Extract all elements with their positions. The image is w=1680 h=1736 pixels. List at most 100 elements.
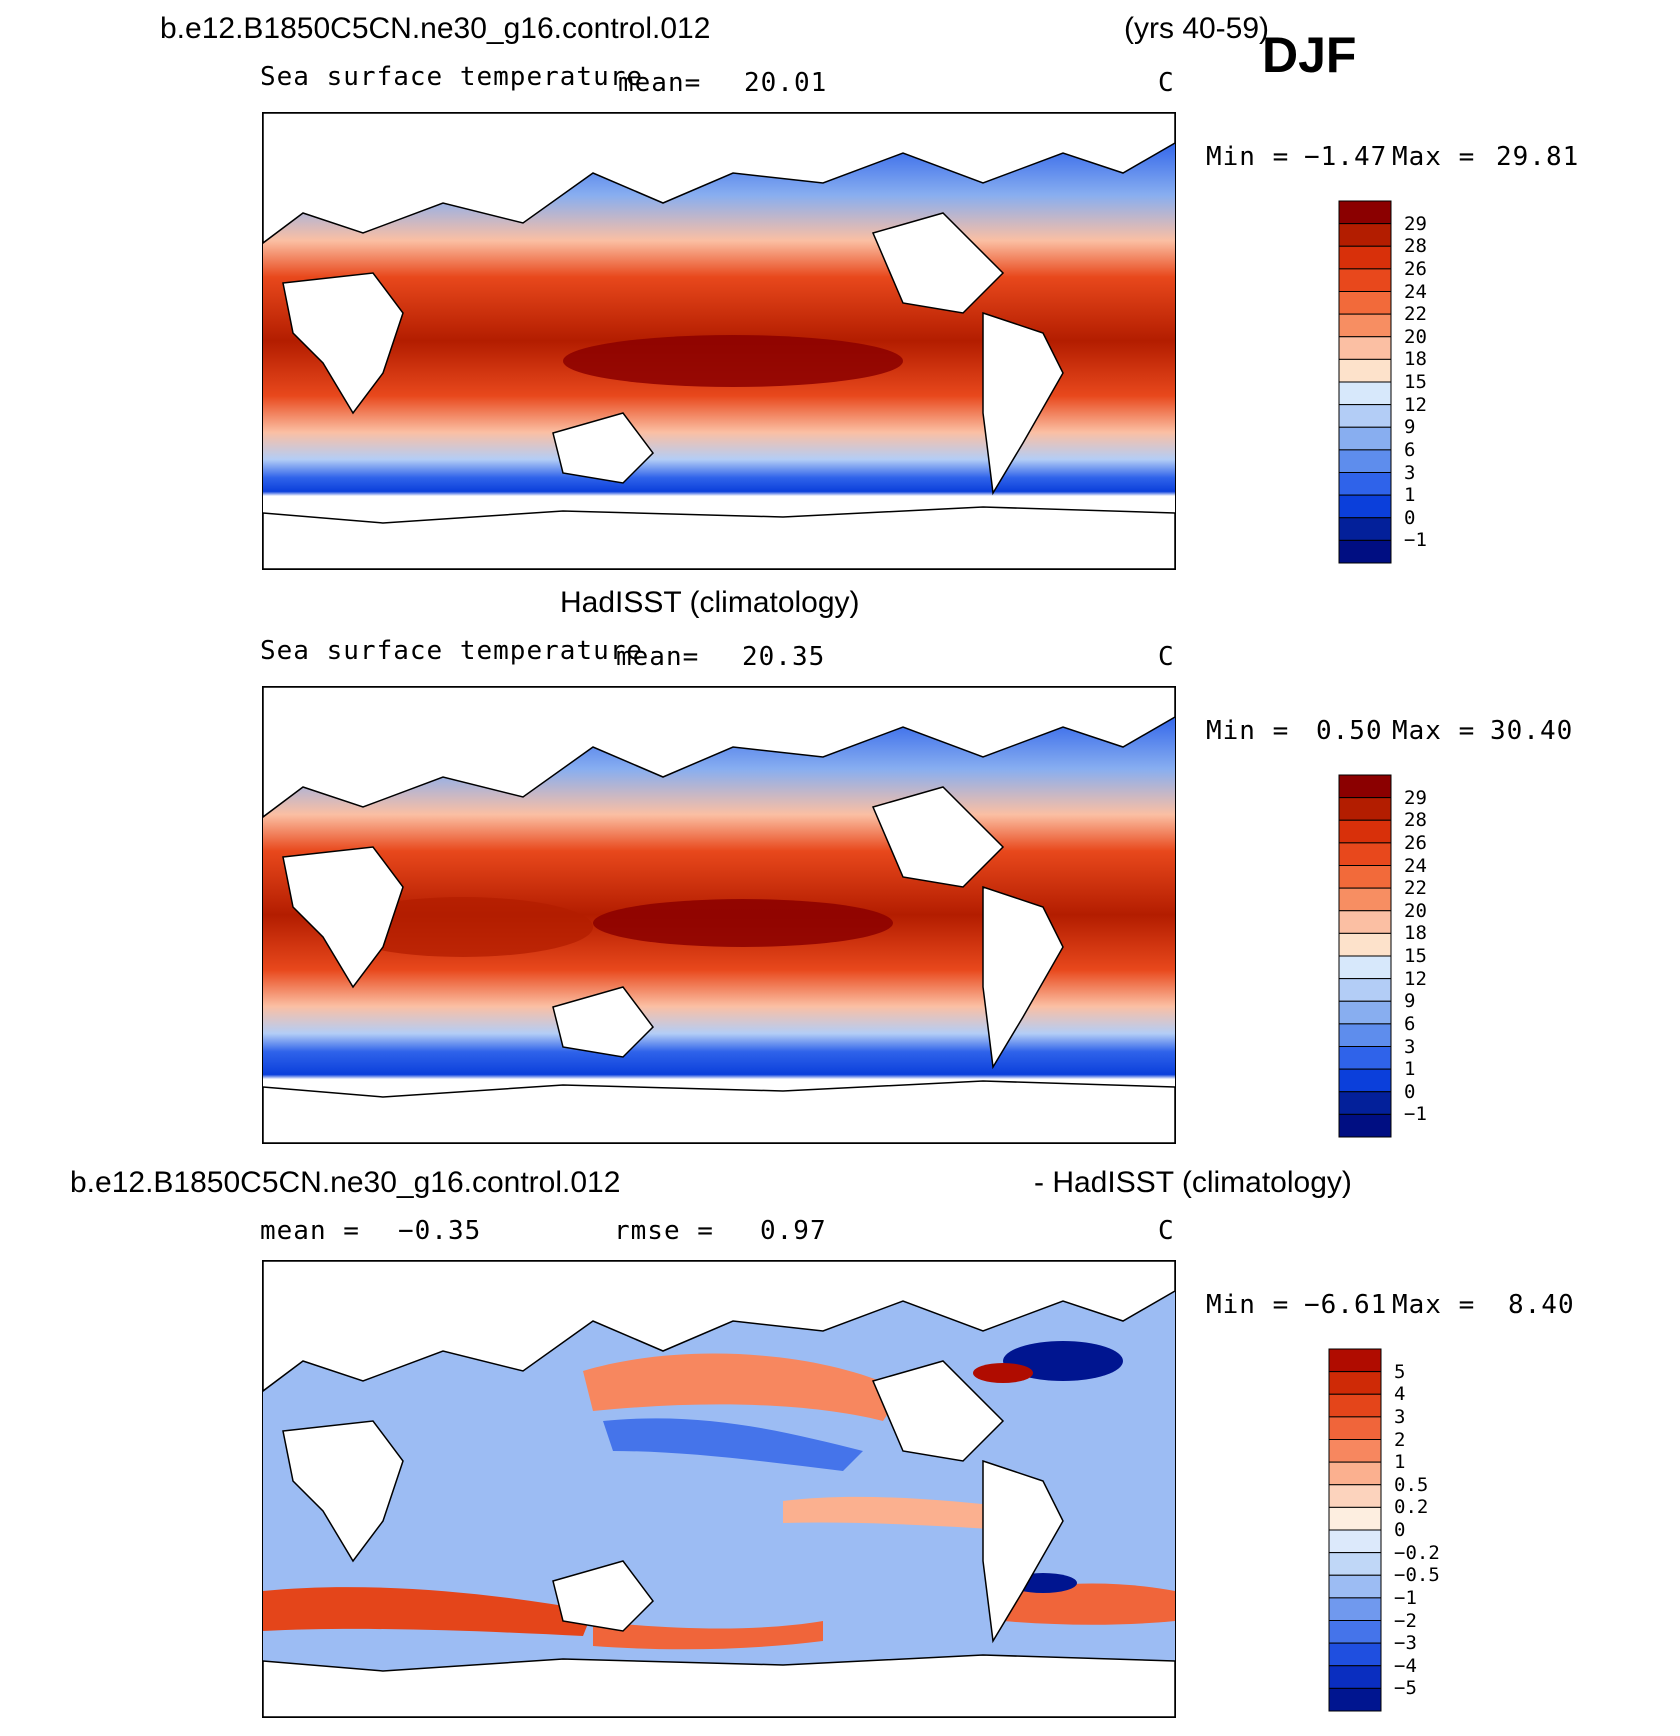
colorbar-swatch [1338, 842, 1392, 866]
panel3-mean-value: −0.35 [398, 1216, 482, 1246]
colorbar-swatch [1338, 774, 1392, 799]
colorbar-swatch [1338, 1091, 1392, 1115]
colorbar-swatch [1328, 1687, 1382, 1712]
panel3-title-left: b.e12.B1850C5CN.ne30_g16.control.012 [70, 1166, 621, 1199]
season-label: DJF [1262, 27, 1357, 83]
panel1-max-value: 29.81 [1496, 142, 1580, 172]
panel3-max-value: 8.40 [1508, 1290, 1575, 1320]
colorbar-tick-label: 0.2 [1394, 1496, 1429, 1519]
panel3-min-label: Min = [1206, 1290, 1290, 1320]
panel1-min-value: −1.47 [1304, 142, 1388, 172]
colorbar-tick-label: 3 [1394, 1405, 1406, 1428]
panel1-mean-label: mean= [618, 68, 702, 98]
sst-obs-map [263, 687, 1175, 1143]
colorbar-swatch [1338, 223, 1392, 247]
years-label: (yrs 40-59) [1124, 12, 1270, 45]
colorbar-tick-label: 29 [1404, 212, 1427, 235]
colorbar-swatch [1338, 472, 1392, 496]
colorbar-tick-label: −5 [1394, 1677, 1417, 1700]
panel3-map [262, 1260, 1176, 1718]
colorbar-tick-label: −4 [1394, 1654, 1417, 1677]
colorbar-swatch [1338, 426, 1392, 451]
colorbar-tick-label: 6 [1404, 438, 1416, 461]
colorbar-swatch [1338, 381, 1392, 406]
panel2-map [262, 686, 1176, 1144]
colorbar-tick-label: 3 [1404, 1035, 1416, 1058]
colorbar-tick-label: 20 [1404, 899, 1427, 922]
colorbar-swatch [1328, 1439, 1382, 1463]
colorbar-swatch [1328, 1597, 1382, 1621]
panel3-min-value: −6.61 [1304, 1290, 1388, 1320]
colorbar-swatch [1338, 932, 1392, 957]
colorbar-swatch [1338, 200, 1392, 225]
colorbar-swatch [1328, 1393, 1382, 1418]
case-title: b.e12.B1850C5CN.ne30_g16.control.012 [160, 12, 711, 45]
colorbar-tick-label: −1 [1404, 529, 1427, 552]
colorbar-tick-label: 0 [1404, 1080, 1416, 1103]
colorbar-tick-label: 20 [1404, 325, 1427, 348]
colorbar-tick-label: 0.5 [1394, 1473, 1429, 1496]
panel1-max-label: Max = [1392, 142, 1476, 172]
colorbar-swatch [1338, 1046, 1392, 1070]
colorbar-swatch [1338, 1000, 1392, 1025]
panel2-max-label: Max = [1392, 716, 1476, 746]
colorbar-swatch [1338, 910, 1392, 934]
colorbar-swatch [1328, 1461, 1382, 1486]
colorbar-tick-label: 1 [1394, 1451, 1406, 1474]
panel1-colorbar: 29 28 26 24 22 20 18 15 12 9 6 3 1 0 −1 [1338, 200, 1428, 564]
panel1-map [262, 112, 1176, 570]
colorbar-tick-label: 18 [1404, 922, 1427, 945]
colorbar-tick-label: 29 [1404, 786, 1427, 809]
panel3-colorbar: 5 4 3 2 1 0.5 0.2 0 −0.2 −0.5 −1 −2 −3 −4 −5 [1328, 1348, 1440, 1712]
colorbar-swatch [1338, 494, 1392, 519]
colorbar-swatch [1338, 358, 1392, 383]
colorbar-tick-label: 18 [1404, 348, 1427, 371]
panel3-rmse-value: 0.97 [760, 1216, 827, 1246]
colorbar-tick-label: −0.2 [1394, 1541, 1440, 1564]
panel2-min-value: 0.50 [1316, 716, 1383, 746]
colorbar-swatch [1328, 1642, 1382, 1667]
colorbar-swatch [1338, 1113, 1392, 1138]
colorbar-tick-label: 12 [1404, 393, 1427, 416]
panel2-title: HadISST (climatology) [560, 586, 860, 619]
colorbar-swatch [1328, 1552, 1382, 1576]
panel2-mean-label: mean= [616, 642, 700, 672]
panel3-units: C [1158, 1216, 1175, 1246]
colorbar-tick-label: −2 [1394, 1609, 1417, 1632]
colorbar-swatch [1328, 1371, 1382, 1395]
colorbar-swatch [1338, 1023, 1392, 1047]
colorbar-tick-label: 0 [1404, 506, 1416, 529]
panel2-variable: Sea surface temperature [260, 636, 644, 666]
colorbar-tick-label: 1 [1404, 484, 1416, 507]
colorbar-tick-label: 28 [1404, 809, 1427, 832]
colorbar-swatch [1338, 1068, 1392, 1093]
colorbar-tick-label: 9 [1404, 416, 1416, 439]
colorbar-swatch [1338, 245, 1392, 270]
colorbar-swatch [1338, 313, 1392, 338]
colorbar-swatch [1338, 336, 1392, 360]
colorbar-swatch [1338, 797, 1392, 821]
colorbar-tick-label: 26 [1404, 257, 1427, 280]
colorbar-swatch [1338, 449, 1392, 473]
colorbar-swatch [1328, 1665, 1382, 1689]
colorbar-swatch [1338, 517, 1392, 541]
colorbar-swatch [1328, 1529, 1382, 1554]
colorbar-swatch [1338, 539, 1392, 564]
colorbar-swatch [1338, 268, 1392, 292]
colorbar-tick-label: 15 [1404, 945, 1427, 967]
colorbar-tick-label: 24 [1404, 280, 1427, 303]
sst-model-map [263, 113, 1175, 569]
colorbar-swatch [1338, 819, 1392, 844]
colorbar-tick-label: −3 [1394, 1632, 1417, 1655]
colorbar-swatch [1328, 1574, 1382, 1599]
colorbar-swatch [1338, 955, 1392, 980]
panel2-min-label: Min = [1206, 716, 1290, 746]
colorbar-swatch [1338, 865, 1392, 889]
colorbar-tick-label: 0 [1394, 1519, 1406, 1541]
panel3-title-right: - HadISST (climatology) [1034, 1166, 1352, 1199]
colorbar-swatch [1328, 1620, 1382, 1644]
panel2-units: C [1158, 642, 1175, 672]
colorbar-tick-label: 9 [1404, 990, 1416, 1013]
panel2-colorbar: 29 28 26 24 22 20 18 15 12 9 6 3 1 0 −1 [1338, 774, 1428, 1138]
colorbar-tick-label: 1 [1404, 1058, 1416, 1081]
